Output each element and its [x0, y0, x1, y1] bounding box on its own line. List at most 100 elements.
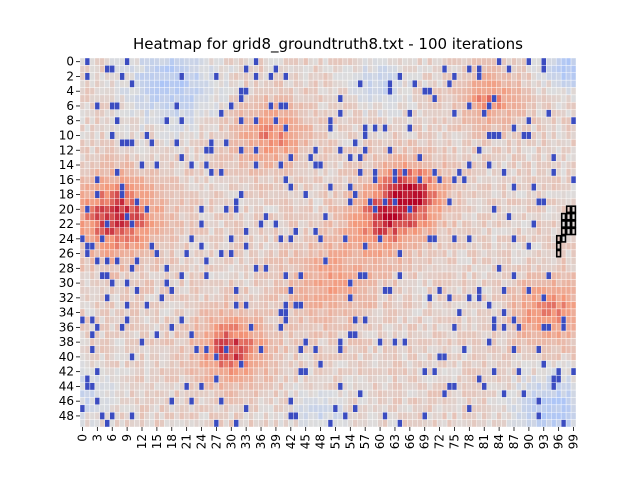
heatmap-cell: [288, 102, 294, 110]
heatmap-cell: [496, 308, 502, 317]
heatmap-cell: [307, 257, 314, 265]
heatmap-cell: [298, 161, 304, 169]
heatmap-cell: [392, 175, 398, 184]
heatmap-cell: [387, 57, 393, 66]
heatmap-cell: [218, 316, 225, 324]
heatmap-cell: [94, 249, 101, 258]
heatmap-cell: [377, 345, 383, 354]
heatmap-cell: [134, 264, 140, 273]
heatmap-cell: [134, 397, 140, 406]
heatmap-cell: [159, 338, 165, 347]
heatmap-cell: [560, 316, 567, 324]
heatmap-cell: [268, 382, 274, 391]
heatmap-cell: [546, 316, 552, 324]
heatmap-cell: [412, 338, 418, 347]
heatmap-cell: [307, 212, 314, 221]
heatmap-cell: [253, 271, 259, 280]
heatmap-cell: [253, 316, 259, 324]
heatmap-cell: [436, 316, 443, 324]
heatmap-cell: [377, 131, 383, 140]
heatmap-cell: [526, 220, 532, 228]
heatmap-cell: [183, 323, 190, 332]
heatmap-cell: [218, 131, 225, 140]
heatmap-cell: [233, 279, 239, 287]
heatmap-cell: [258, 131, 264, 140]
heatmap-cell: [263, 234, 269, 243]
heatmap-cell: [565, 57, 572, 66]
heatmap-cell: [466, 419, 473, 428]
heatmap-cell: [104, 397, 110, 406]
heatmap-cell: [501, 249, 507, 258]
heatmap-cell: [223, 212, 229, 221]
heatmap-cell: [159, 146, 165, 155]
heatmap-cell: [114, 190, 120, 199]
heatmap-cell: [183, 168, 190, 177]
heatmap-cell: [357, 279, 363, 287]
heatmap-cell: [288, 249, 294, 258]
heatmap-cell: [501, 293, 507, 302]
heatmap-cell: [337, 190, 344, 199]
heatmap-cell: [303, 161, 309, 169]
heatmap-cell: [377, 419, 383, 428]
heatmap-cell: [377, 242, 383, 251]
heatmap-cell: [387, 161, 393, 169]
heatmap-cell: [203, 146, 210, 155]
heatmap-cell: [134, 308, 140, 317]
heatmap-cell: [347, 94, 353, 103]
heatmap-cell: [441, 205, 448, 214]
heatmap-cell: [357, 242, 363, 251]
heatmap-cell: [352, 109, 358, 118]
heatmap-cell: [560, 109, 567, 118]
heatmap-cell: [139, 109, 145, 118]
heatmap-cell: [526, 345, 532, 354]
heatmap-cell: [124, 146, 130, 155]
heatmap-cell: [431, 57, 438, 66]
heatmap-cell: [486, 404, 492, 413]
heatmap-cell: [144, 87, 150, 96]
heatmap-cell: [332, 249, 339, 258]
heatmap-cell: [536, 389, 542, 398]
heatmap-cell: [228, 190, 234, 199]
heatmap-cell: [79, 175, 86, 184]
heatmap-cell: [124, 242, 130, 251]
heatmap-cell: [188, 138, 195, 147]
heatmap-cell: [446, 397, 453, 406]
heatmap-cell: [536, 360, 542, 369]
heatmap-cell: [441, 382, 448, 391]
heatmap-cell: [536, 131, 542, 140]
heatmap-cell: [134, 131, 140, 140]
heatmap-cell: [169, 227, 175, 236]
heatmap-cell: [431, 87, 438, 96]
heatmap-cell: [268, 271, 274, 280]
heatmap-cell: [372, 234, 378, 243]
heatmap-cell: [521, 367, 527, 376]
heatmap-cell: [526, 161, 532, 169]
heatmap-cell: [243, 308, 249, 317]
heatmap-cell: [392, 412, 398, 420]
heatmap-cell: [288, 286, 294, 295]
heatmap-cell: [139, 234, 145, 243]
heatmap-cell: [427, 389, 433, 398]
heatmap-cell: [198, 360, 205, 369]
heatmap-cell: [377, 375, 383, 383]
heatmap-cell: [154, 146, 160, 155]
heatmap-cell: [218, 72, 225, 81]
heatmap-cell: [109, 183, 115, 192]
heatmap-cell: [362, 389, 368, 398]
heatmap-cell: [357, 264, 363, 273]
heatmap-cell: [283, 79, 289, 88]
heatmap-cell: [273, 116, 279, 125]
heatmap-cell: [169, 293, 175, 302]
heatmap-cell: [288, 234, 294, 243]
heatmap-cell: [436, 412, 443, 420]
heatmap-cell: [417, 109, 423, 118]
heatmap-cell: [347, 382, 353, 391]
heatmap-cell: [436, 397, 443, 406]
heatmap-cell: [531, 227, 537, 236]
heatmap-cell: [451, 79, 458, 88]
heatmap-cell: [104, 316, 110, 324]
heatmap-cell: [89, 279, 96, 287]
heatmap-cell: [516, 338, 522, 347]
heatmap-cell: [441, 116, 448, 125]
heatmap-cell: [506, 205, 512, 214]
